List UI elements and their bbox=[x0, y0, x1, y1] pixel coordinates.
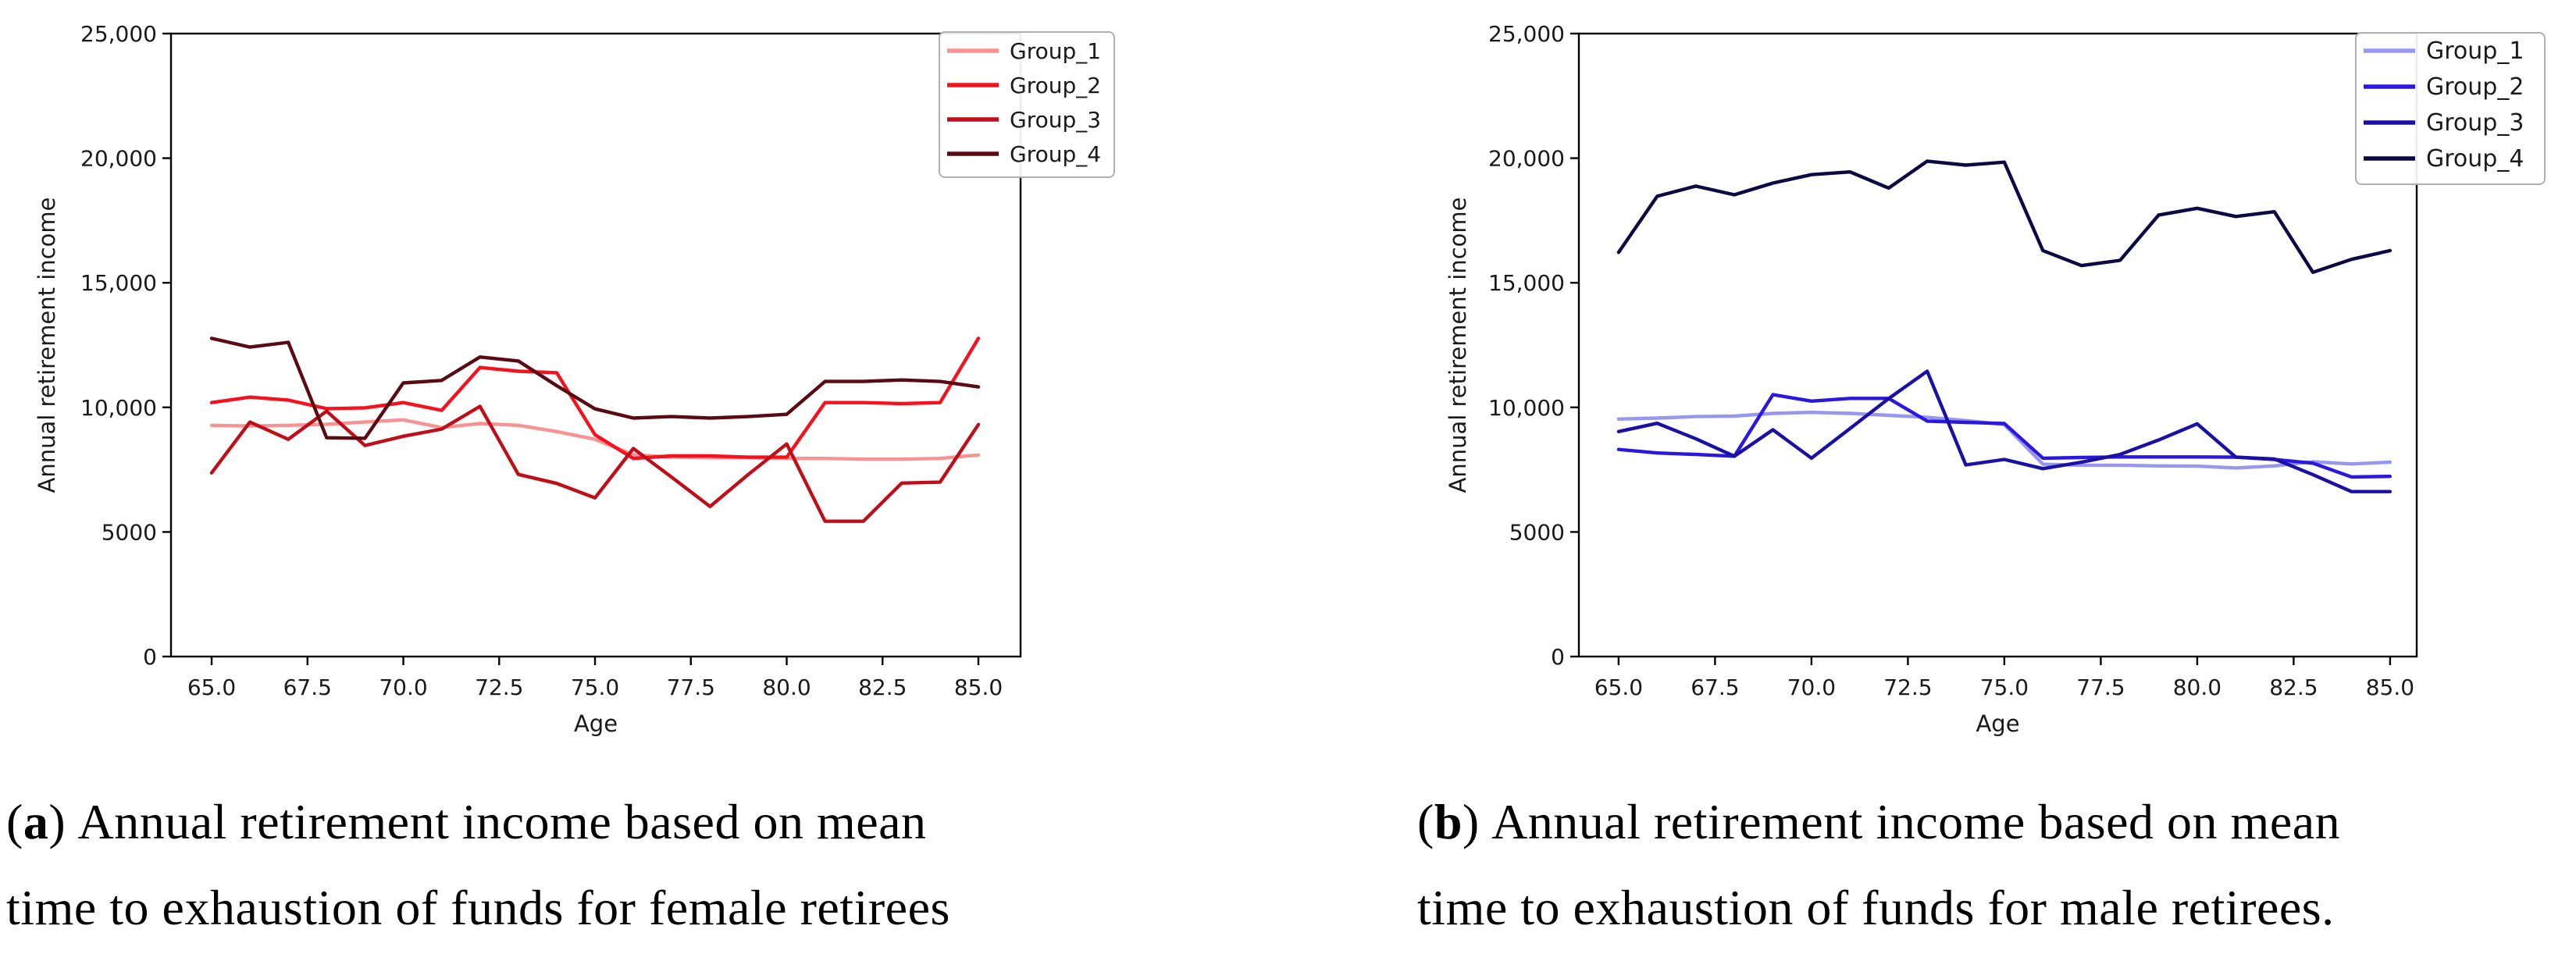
x-tick-label: 70.0 bbox=[379, 675, 427, 700]
x-tick-label: 65.0 bbox=[187, 675, 236, 700]
x-tick-label: 80.0 bbox=[2173, 675, 2221, 700]
y-tick-label: 10,000 bbox=[80, 395, 157, 421]
x-tick-label: 85.0 bbox=[954, 675, 1003, 700]
caption-a-text1: Annual retirement income based on mean bbox=[77, 794, 927, 849]
x-tick-label: 67.5 bbox=[1691, 675, 1739, 700]
y-tick-label: 5000 bbox=[1509, 519, 1565, 545]
y-tick-label: 15,000 bbox=[80, 270, 157, 296]
y-tick-label: 15,000 bbox=[1488, 270, 1565, 296]
caption-a-marker: a bbox=[23, 794, 49, 849]
legend-label-group_3: Group_3 bbox=[1010, 107, 1101, 133]
legend-box-female bbox=[939, 31, 1115, 178]
x-tick-label: 82.5 bbox=[858, 675, 907, 700]
legend-label-group_1: Group_1 bbox=[2426, 37, 2524, 65]
y-tick-label: 0 bbox=[1551, 644, 1565, 670]
series-line-male-group_3 bbox=[1616, 369, 2393, 493]
x-tick-label: 75.0 bbox=[571, 675, 619, 700]
y-axis-label-female: Annual retirement income bbox=[34, 198, 60, 493]
y-tick-label: 0 bbox=[143, 644, 157, 670]
y-tick-label: 5000 bbox=[102, 519, 157, 545]
caption-b-line1: (b) Annual retirement income based on mea… bbox=[1417, 779, 2576, 865]
caption-b-marker: b bbox=[1434, 794, 1463, 849]
charts-canvas: 0 5000 10,000 15,000 20,000 25,000 65.0 67.5 70.… bbox=[34, 21, 2546, 737]
caption-b-paren-open: ( bbox=[1417, 794, 1434, 849]
y-tick-label: 25,000 bbox=[80, 21, 157, 47]
y-tick-label: 20,000 bbox=[1488, 146, 1565, 172]
caption-b-paren-close: ) bbox=[1462, 794, 1480, 849]
caption-b-line2: time to exhaustion of funds for male ret… bbox=[1417, 880, 2335, 935]
x-tick-label: 75.0 bbox=[1980, 675, 2029, 700]
y-axis-label-male: Annual retirement income bbox=[1445, 198, 1471, 493]
x-tick-label: 80.0 bbox=[762, 675, 811, 700]
x-tick-label: 82.5 bbox=[2269, 675, 2318, 700]
caption-a-line1: (a) Annual retirement income based on mea… bbox=[6, 779, 1193, 865]
series-line-female-group_4 bbox=[209, 336, 981, 440]
y-tick-label: 20,000 bbox=[80, 146, 157, 172]
series-line-female-group_3 bbox=[209, 404, 981, 523]
x-tick-label: 65.0 bbox=[1594, 675, 1643, 700]
legend-label-group_2: Group_2 bbox=[2426, 73, 2524, 101]
legend-label-group_1: Group_1 bbox=[1010, 38, 1101, 64]
axes-box-male bbox=[1577, 32, 2418, 658]
legend-label-group_4: Group_4 bbox=[1010, 141, 1101, 167]
x-tick-label: 72.5 bbox=[475, 675, 523, 700]
caption-b: (b) Annual retirement income based on mea… bbox=[1417, 779, 2576, 951]
x-tick-label: 67.5 bbox=[283, 675, 332, 700]
legend-box-male bbox=[2355, 32, 2546, 185]
y-tick-label: 25,000 bbox=[1488, 21, 1565, 47]
x-tick-label: 77.5 bbox=[2076, 675, 2125, 700]
x-axis-label-male: Age bbox=[1976, 710, 2019, 737]
caption-a: (a) Annual retirement income based on mea… bbox=[6, 779, 1193, 951]
x-tick-label: 72.5 bbox=[1883, 675, 1932, 700]
series-line-male-group_4 bbox=[1616, 159, 2393, 274]
legend-label-group_2: Group_2 bbox=[1010, 73, 1101, 98]
axes-box-female bbox=[169, 32, 1022, 658]
x-tick-label: 85.0 bbox=[2366, 675, 2414, 700]
x-tick-label: 70.0 bbox=[1787, 675, 1836, 700]
caption-a-paren-open: ( bbox=[6, 794, 23, 849]
series-line-female-group_2 bbox=[209, 336, 981, 461]
caption-a-line2: time to exhaustion of funds for female r… bbox=[6, 880, 950, 935]
x-tick-label: 77.5 bbox=[667, 675, 715, 700]
chart-female: 0 5000 10,000 15,000 20,000 25,000 65.0 67.5 70.… bbox=[34, 21, 1115, 737]
chart-male: 0 5000 10,000 15,000 20,000 25,000 65.0 67.5 70.… bbox=[1445, 21, 2546, 737]
series-line-female-group_1 bbox=[209, 418, 981, 461]
legend-label-group_4: Group_4 bbox=[2426, 145, 2524, 173]
legend-label-group_3: Group_3 bbox=[2426, 109, 2524, 137]
x-axis-label-female: Age bbox=[574, 710, 618, 737]
y-tick-label: 10,000 bbox=[1488, 395, 1565, 421]
caption-b-text1: Annual retirement income based on mean bbox=[1491, 794, 2341, 849]
caption-a-paren-close: ) bbox=[48, 794, 66, 849]
